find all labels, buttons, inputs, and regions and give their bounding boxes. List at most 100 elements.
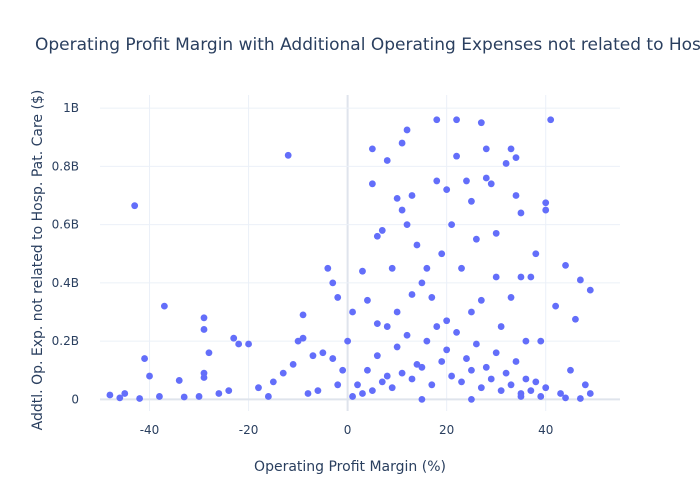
point xyxy=(497,323,505,330)
point xyxy=(378,378,386,386)
point xyxy=(502,369,510,377)
point xyxy=(294,337,302,345)
point xyxy=(576,395,584,402)
point xyxy=(572,315,579,323)
point xyxy=(468,308,475,316)
x-axis-title: Operating Profit Margin (%) xyxy=(254,459,446,475)
point xyxy=(586,390,594,397)
point xyxy=(131,202,139,210)
point xyxy=(373,352,381,360)
x-tick-label: 0 xyxy=(344,423,352,437)
point xyxy=(542,206,550,214)
point xyxy=(106,391,114,399)
point xyxy=(448,221,456,229)
y-tick-label: 1B xyxy=(63,101,79,115)
point xyxy=(408,192,416,199)
point xyxy=(264,393,272,400)
point xyxy=(581,381,589,389)
point xyxy=(364,296,371,304)
point xyxy=(438,358,446,365)
point xyxy=(269,378,277,386)
point xyxy=(477,119,485,127)
point xyxy=(482,363,490,371)
point xyxy=(284,151,292,159)
point xyxy=(136,395,144,402)
y-tick-label: 0.8B xyxy=(52,159,79,173)
point xyxy=(562,394,569,402)
point xyxy=(408,375,416,383)
x-tick-label: -40 xyxy=(140,423,160,437)
point xyxy=(423,264,431,272)
point xyxy=(562,261,569,269)
point xyxy=(477,296,485,304)
point xyxy=(359,390,366,397)
point xyxy=(324,264,332,272)
points xyxy=(106,116,594,403)
point xyxy=(492,273,500,281)
point xyxy=(522,337,530,345)
point xyxy=(383,323,391,330)
point xyxy=(200,326,208,333)
point xyxy=(497,387,505,395)
point xyxy=(418,363,426,371)
point xyxy=(492,349,500,357)
point xyxy=(448,372,456,380)
y-tick-label: 0 xyxy=(71,392,79,406)
point xyxy=(398,139,406,147)
point xyxy=(393,343,401,351)
point xyxy=(393,194,401,202)
point xyxy=(428,294,436,301)
point xyxy=(502,160,510,167)
point xyxy=(586,286,594,294)
chart-title: Operating Profit Margin with Additional … xyxy=(35,35,700,55)
point xyxy=(567,366,574,374)
point xyxy=(116,394,124,402)
point xyxy=(368,180,376,188)
y-tick-label: 0.2B xyxy=(52,334,79,348)
point xyxy=(557,390,564,397)
point xyxy=(537,393,545,400)
point xyxy=(146,372,153,380)
point xyxy=(468,366,475,374)
point xyxy=(383,372,391,380)
point xyxy=(319,349,327,357)
point xyxy=(482,145,490,153)
point xyxy=(378,227,386,234)
point xyxy=(472,235,480,243)
point xyxy=(368,145,376,153)
point xyxy=(373,320,381,328)
point xyxy=(354,381,361,389)
point xyxy=(512,192,520,199)
point xyxy=(339,366,347,374)
point xyxy=(527,273,535,281)
point xyxy=(542,384,550,392)
point xyxy=(334,381,342,389)
point xyxy=(477,384,485,392)
point xyxy=(329,279,337,287)
point xyxy=(235,340,243,348)
point xyxy=(195,393,203,400)
point xyxy=(180,393,188,401)
point xyxy=(413,241,421,249)
point xyxy=(403,221,411,229)
y-axis-title: Addtl. Op. Exp. not related to Hosp. Pat… xyxy=(30,90,46,431)
point xyxy=(492,229,500,237)
point xyxy=(175,377,183,384)
point xyxy=(547,116,555,124)
point xyxy=(453,116,460,124)
point xyxy=(507,145,515,153)
point xyxy=(205,349,213,357)
point xyxy=(388,264,396,272)
point xyxy=(344,337,352,345)
point xyxy=(453,328,460,336)
point xyxy=(443,346,451,354)
point xyxy=(542,199,550,207)
point xyxy=(527,387,535,395)
point xyxy=(463,177,470,185)
point xyxy=(393,308,401,316)
point xyxy=(398,369,406,377)
point xyxy=(418,279,426,287)
point xyxy=(156,393,163,400)
x-tick-label: -20 xyxy=(239,423,259,437)
